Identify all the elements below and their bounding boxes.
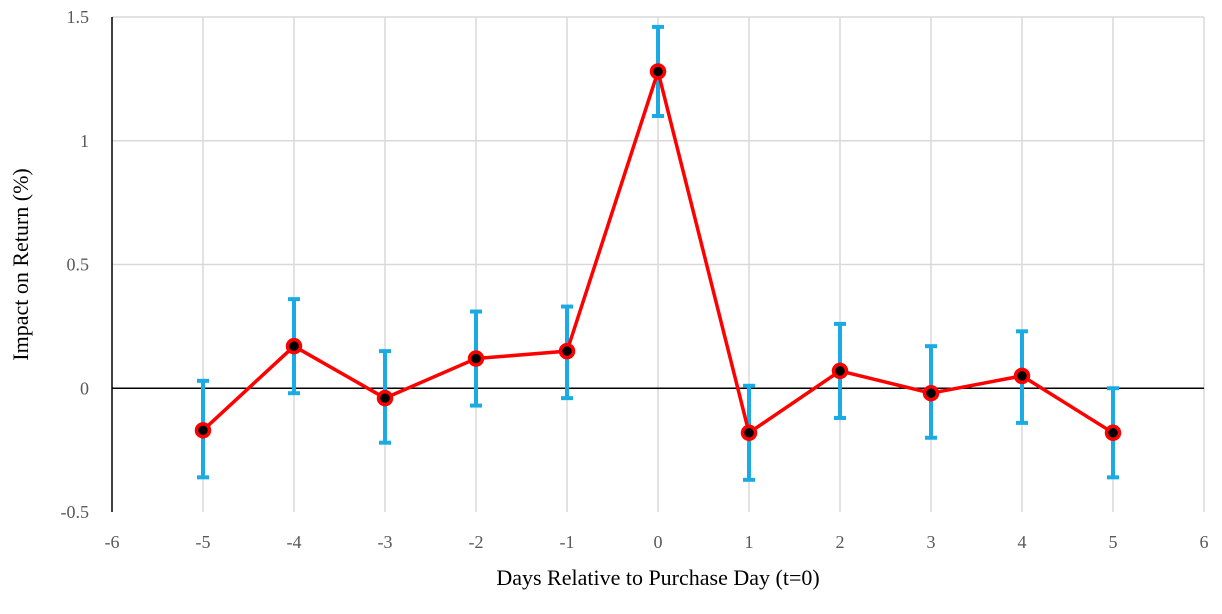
data-point <box>740 424 758 442</box>
data-point <box>558 342 576 360</box>
marker-layer <box>194 63 1122 442</box>
x-tick-label: -6 <box>105 532 120 552</box>
x-tick-label: 1 <box>745 532 754 552</box>
x-tick-label: 2 <box>836 532 845 552</box>
data-point <box>1104 424 1122 442</box>
y-tick-label: 1 <box>80 131 89 151</box>
x-tick-label: -5 <box>196 532 211 552</box>
x-tick-label: 0 <box>654 532 663 552</box>
data-point <box>467 350 485 367</box>
data-point <box>376 389 394 407</box>
tick-label-layer: -6 -5 -4 -3 -2 -1 0 1 2 3 4 5 6 -0.5 0 0.5 1 1.5 <box>61 7 1209 552</box>
y-axis-title: Impact on Return (%) <box>8 168 33 360</box>
y-tick-label: 0 <box>80 378 89 398</box>
x-tick-label: 4 <box>1018 532 1027 552</box>
data-point <box>831 362 849 380</box>
x-tick-label: 5 <box>1109 532 1118 552</box>
x-tick-label: -2 <box>469 532 484 552</box>
x-tick-label: 3 <box>927 532 936 552</box>
x-tick-label: -1 <box>560 532 575 552</box>
x-tick-label: 6 <box>1200 532 1209 552</box>
x-tick-label: -4 <box>287 532 302 552</box>
data-point <box>649 63 667 80</box>
y-tick-label: -0.5 <box>61 502 90 522</box>
x-tick-label: -3 <box>378 532 393 552</box>
x-axis-title: Days Relative to Purchase Day (t=0) <box>496 565 819 590</box>
data-point <box>1013 367 1031 385</box>
y-tick-label: 0.5 <box>67 255 90 275</box>
data-point <box>922 384 940 402</box>
data-point <box>194 422 212 439</box>
y-tick-label: 1.5 <box>67 7 90 27</box>
data-point <box>285 337 303 355</box>
